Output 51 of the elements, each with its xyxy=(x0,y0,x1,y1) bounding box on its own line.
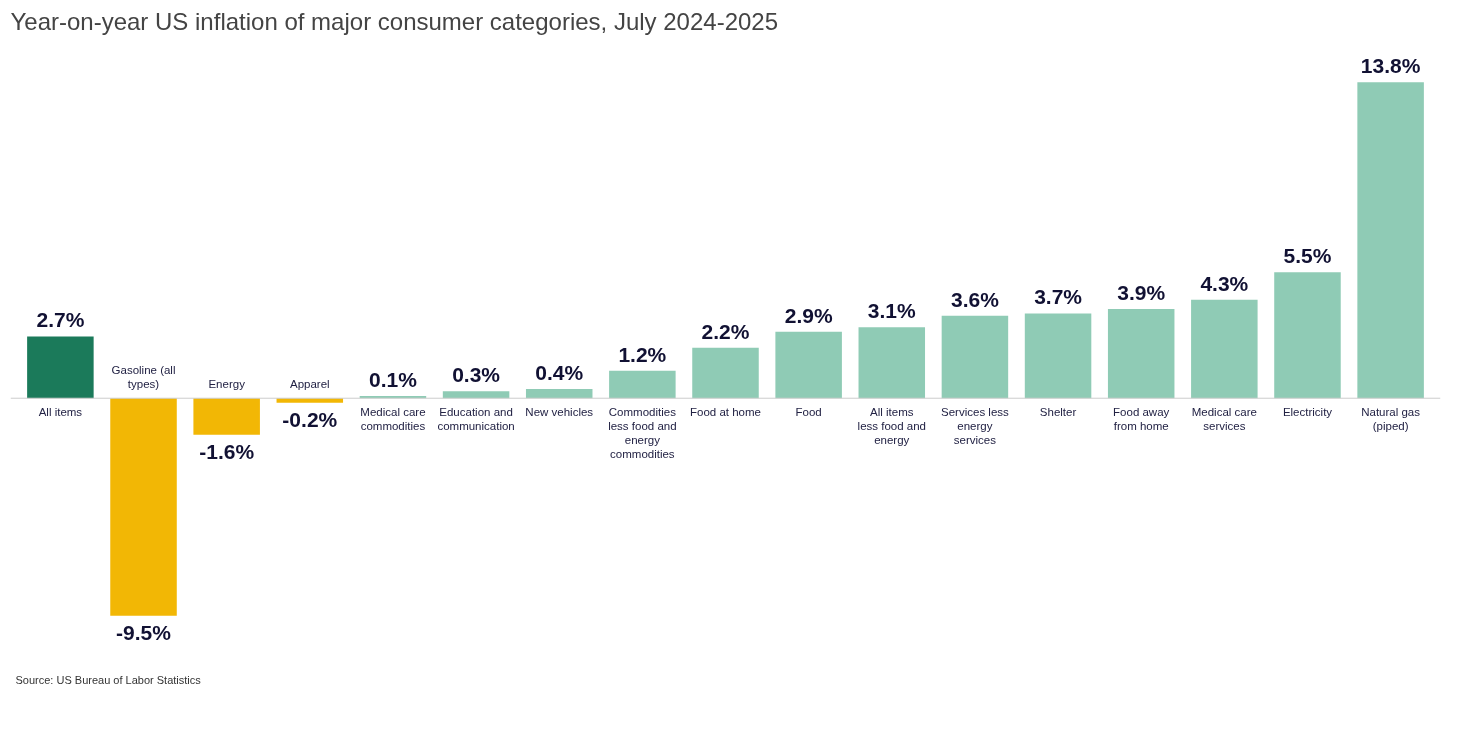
data-label: 3.9% xyxy=(1117,280,1166,304)
x-tick-label: New vehicles xyxy=(525,406,594,419)
bar xyxy=(27,336,94,399)
bar xyxy=(692,347,759,399)
data-label: 3.7% xyxy=(1034,285,1083,309)
source-note: Source: US Bureau of Labor Statistics xyxy=(15,673,202,686)
x-tick-label: Medical care commodities xyxy=(360,406,426,433)
bar xyxy=(193,398,260,435)
x-tick-label: All items less food and energy xyxy=(857,406,926,446)
data-label: 0.1% xyxy=(369,367,418,391)
data-label: -1.6% xyxy=(199,439,255,463)
bar xyxy=(775,331,842,399)
data-label: 13.8% xyxy=(1360,54,1421,78)
data-label: 0.3% xyxy=(452,363,501,387)
x-tick-label: Education and communication xyxy=(437,406,515,433)
chart-title: Year-on-year US inflation of major consumer categories, July 2024-2025 xyxy=(10,7,779,35)
data-label: -0.2% xyxy=(282,407,338,431)
bar xyxy=(1024,313,1092,399)
bar xyxy=(858,327,926,399)
bar xyxy=(525,389,593,399)
x-tick-label: Energy xyxy=(208,378,246,391)
bar xyxy=(609,370,676,399)
bar xyxy=(442,391,510,399)
data-label: 3.1% xyxy=(867,299,917,323)
data-label: 2.7% xyxy=(36,308,85,332)
bar xyxy=(941,315,1009,399)
x-tick-label: Food at home xyxy=(690,406,761,419)
bar xyxy=(1107,308,1175,399)
bar xyxy=(1191,299,1258,399)
data-label: 5.5% xyxy=(1283,244,1332,268)
data-label: 4.3% xyxy=(1200,271,1249,295)
bar xyxy=(1274,272,1341,399)
data-label: -9.5% xyxy=(116,620,172,644)
x-tick-label: Medical care services xyxy=(1191,406,1257,433)
x-tick-label: Commodities less food and energy commodities xyxy=(608,406,677,460)
x-tick-label: Natural gas (piped) xyxy=(1361,406,1421,433)
x-tick-label: Shelter xyxy=(1039,406,1077,419)
x-tick-label: Food xyxy=(795,406,822,419)
data-label: 1.2% xyxy=(618,342,667,366)
bar xyxy=(1357,82,1424,399)
data-label: 3.6% xyxy=(950,287,1000,311)
x-tick-label: Gasoline (all types) xyxy=(111,364,176,391)
x-tick-label: Apparel xyxy=(289,378,330,391)
data-label: 0.4% xyxy=(535,361,584,385)
x-tick-label: Electricity xyxy=(1282,406,1333,419)
x-tick-label: All items xyxy=(38,406,83,419)
bar xyxy=(110,398,177,616)
data-label: 2.9% xyxy=(784,303,833,327)
x-tick-label: Food away from home xyxy=(1113,406,1170,433)
x-tick-label: Services less energy services xyxy=(941,406,1010,446)
data-label: 2.2% xyxy=(701,319,750,343)
